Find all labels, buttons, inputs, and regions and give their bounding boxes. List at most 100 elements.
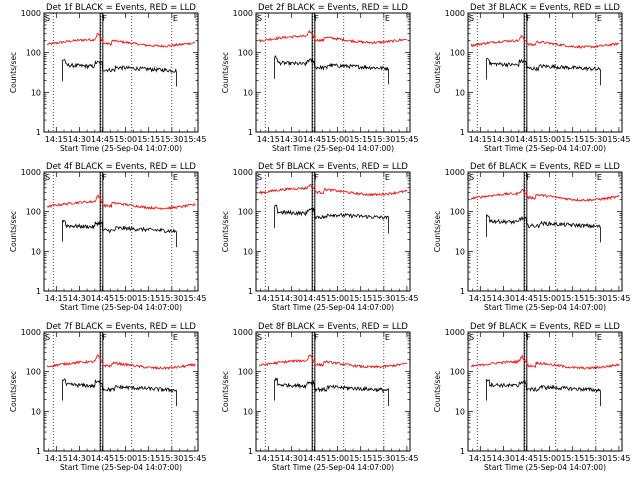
x-tick-label: 15:15 — [561, 294, 584, 303]
x-tick-label: 14:30 — [68, 454, 91, 463]
y-tick-label: 100 — [26, 368, 41, 377]
series-lld-line — [46, 32, 195, 48]
x-axis-label: Start Time (25-Sep-04 14:07:00) — [272, 303, 394, 312]
x-tick-label: 15:15 — [137, 135, 160, 144]
panel-title: Det 2f BLACK = Events, RED = LLD — [258, 3, 408, 13]
panel-det-7: Det 7f BLACK = Events, RED = LLD 1 10 100 10… — [9, 322, 206, 472]
x-axis-label: Start Time (25-Sep-04 14:07:00) — [484, 463, 606, 472]
y-axis-label: Counts/sec — [9, 52, 18, 93]
x-tick-label: 14:30 — [68, 294, 91, 303]
marker-label: E — [597, 14, 602, 23]
panel-title: Det 4f BLACK = Events, RED = LLD — [46, 162, 196, 172]
x-tick-label: 14:15 — [45, 135, 68, 144]
x-tick-label: 15:30 — [160, 135, 183, 144]
x-axis-label: Start Time (25-Sep-04 14:07:00) — [484, 144, 606, 153]
panel-title: Det 8f BLACK = Events, RED = LLD — [258, 322, 408, 332]
y-tick-label: 1000 — [21, 168, 41, 177]
series-events-line — [274, 204, 389, 234]
flare-interval-box — [99, 171, 104, 292]
x-tick-label: 15:30 — [584, 294, 607, 303]
x-tick-label: 15:00 — [538, 294, 561, 303]
plot-frame — [467, 171, 623, 292]
x-tick-label: 15:00 — [538, 454, 561, 463]
marker-label: E — [173, 14, 178, 23]
x-tick-label: 15:45 — [395, 294, 418, 303]
marker-label: S — [469, 173, 474, 182]
y-tick-label: 100 — [238, 208, 253, 217]
x-tick-label: 15:30 — [372, 294, 395, 303]
x-tick-label: 14:30 — [492, 135, 515, 144]
y-tick-label: 100 — [238, 49, 253, 58]
panel-det-3: Det 3f BLACK = Events, RED = LLD 1 10 100 10… — [433, 3, 630, 153]
y-tick-label: 1 — [248, 447, 253, 456]
marker-label: F — [314, 173, 319, 182]
plot-frame — [467, 331, 623, 452]
y-tick-label: 100 — [26, 49, 41, 58]
x-tick-label: 14:30 — [280, 294, 303, 303]
x-tick-label: 14:15 — [469, 454, 492, 463]
series-lld-line — [470, 34, 619, 49]
marker-label: E — [597, 173, 602, 182]
x-tick-label: 15:15 — [349, 294, 372, 303]
marker-label: E — [385, 333, 390, 342]
x-tick-label: 15:45 — [607, 454, 630, 463]
y-tick-label: 10 — [455, 247, 465, 256]
x-tick-label: 14:45 — [303, 454, 326, 463]
series-events-line — [62, 58, 177, 87]
y-tick-label: 100 — [26, 208, 41, 217]
y-tick-label: 1000 — [445, 168, 465, 177]
y-tick-label: 100 — [450, 368, 465, 377]
x-tick-label: 14:15 — [45, 294, 68, 303]
x-tick-label: 14:15 — [469, 135, 492, 144]
x-tick-label: 15:00 — [114, 294, 137, 303]
y-tick-label: 10 — [243, 88, 253, 97]
x-tick-label: 14:45 — [91, 135, 114, 144]
x-tick-label: 15:15 — [349, 135, 372, 144]
marker-label: S — [45, 173, 50, 182]
x-tick-label: 15:00 — [114, 454, 137, 463]
panel-det-4: Det 4f BLACK = Events, RED = LLD 1 10 100 10… — [9, 162, 206, 312]
y-tick-label: 1 — [460, 447, 465, 456]
x-tick-label: 15:15 — [137, 294, 160, 303]
y-tick-label: 1000 — [233, 168, 253, 177]
marker-label: E — [173, 333, 178, 342]
plot-frame — [43, 12, 199, 133]
x-tick-label: 14:15 — [257, 135, 280, 144]
flare-interval-box — [311, 171, 316, 292]
marker-label: S — [257, 333, 262, 342]
x-tick-label: 14:45 — [91, 454, 114, 463]
y-tick-label: 100 — [450, 208, 465, 217]
marker-label: S — [45, 14, 50, 23]
panel-title: Det 7f BLACK = Events, RED = LLD — [46, 322, 196, 332]
marker-label: F — [102, 173, 107, 182]
series-lld-line — [46, 194, 196, 211]
y-tick-label: 10 — [31, 247, 41, 256]
y-tick-label: 10 — [243, 247, 253, 256]
y-axis-label: Counts/sec — [9, 371, 18, 412]
x-tick-label: 15:00 — [326, 135, 349, 144]
y-tick-label: 1 — [460, 287, 465, 296]
x-tick-label: 14:45 — [515, 135, 538, 144]
x-tick-label: 15:30 — [584, 454, 607, 463]
x-axis-label: Start Time (25-Sep-04 14:07:00) — [60, 463, 182, 472]
y-tick-label: 1000 — [21, 328, 41, 337]
x-tick-label: 15:15 — [561, 454, 584, 463]
x-tick-label: 14:30 — [280, 454, 303, 463]
marker-label: S — [469, 14, 474, 23]
x-tick-label: 14:15 — [469, 294, 492, 303]
flare-interval-box — [311, 12, 316, 133]
marker-label: S — [45, 333, 50, 342]
marker-label: S — [257, 14, 262, 23]
flare-interval-box — [523, 171, 528, 292]
x-tick-label: 15:30 — [584, 135, 607, 144]
y-tick-label: 1 — [248, 287, 253, 296]
plot-frame — [255, 12, 411, 133]
x-tick-label: 15:00 — [538, 135, 561, 144]
x-tick-label: 15:00 — [114, 135, 137, 144]
x-tick-label: 15:15 — [349, 454, 372, 463]
panel-title: Det 9f BLACK = Events, RED = LLD — [470, 322, 620, 332]
y-tick-label: 1 — [36, 128, 41, 137]
series-events-line — [274, 377, 389, 406]
series-lld-line — [470, 188, 620, 203]
